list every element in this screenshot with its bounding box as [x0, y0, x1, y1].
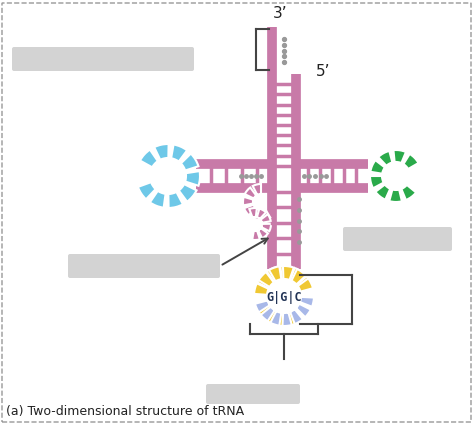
- Wedge shape: [267, 267, 280, 282]
- Wedge shape: [257, 209, 266, 219]
- Wedge shape: [254, 283, 269, 295]
- Wedge shape: [403, 154, 419, 169]
- Wedge shape: [154, 144, 169, 160]
- Wedge shape: [283, 266, 294, 280]
- Wedge shape: [290, 268, 304, 283]
- Wedge shape: [138, 182, 155, 199]
- Wedge shape: [270, 311, 282, 326]
- Wedge shape: [283, 312, 292, 326]
- FancyBboxPatch shape: [343, 227, 452, 251]
- Wedge shape: [243, 197, 253, 205]
- Wedge shape: [261, 307, 275, 321]
- Wedge shape: [257, 274, 273, 288]
- Text: 3’: 3’: [273, 6, 287, 21]
- Wedge shape: [262, 209, 270, 220]
- Wedge shape: [292, 269, 306, 285]
- Wedge shape: [253, 184, 261, 195]
- Text: 5’: 5’: [316, 64, 330, 80]
- Wedge shape: [370, 160, 385, 174]
- Wedge shape: [258, 228, 268, 238]
- Wedge shape: [249, 208, 257, 218]
- Wedge shape: [288, 310, 301, 325]
- Wedge shape: [378, 151, 392, 166]
- Wedge shape: [181, 153, 199, 170]
- Wedge shape: [255, 300, 270, 312]
- FancyBboxPatch shape: [206, 384, 300, 404]
- Wedge shape: [277, 312, 288, 326]
- Wedge shape: [179, 184, 197, 202]
- Wedge shape: [261, 224, 271, 231]
- Wedge shape: [171, 145, 187, 162]
- Text: G|G|C: G|G|C: [266, 292, 302, 304]
- Wedge shape: [290, 309, 303, 324]
- Wedge shape: [296, 304, 311, 317]
- Wedge shape: [264, 309, 278, 324]
- Wedge shape: [295, 304, 311, 318]
- Wedge shape: [252, 231, 260, 240]
- Wedge shape: [245, 187, 256, 198]
- Wedge shape: [150, 191, 165, 208]
- Wedge shape: [185, 171, 200, 186]
- Wedge shape: [298, 279, 313, 292]
- Wedge shape: [280, 266, 291, 279]
- Wedge shape: [375, 184, 390, 200]
- Wedge shape: [389, 190, 402, 202]
- Wedge shape: [140, 150, 158, 167]
- Wedge shape: [269, 266, 282, 281]
- Text: (a) Two-dimensional structure of tRNA: (a) Two-dimensional structure of tRNA: [6, 405, 244, 418]
- Wedge shape: [401, 185, 416, 200]
- Wedge shape: [168, 192, 183, 208]
- Wedge shape: [251, 209, 260, 220]
- FancyBboxPatch shape: [68, 254, 220, 278]
- Wedge shape: [258, 272, 274, 287]
- Wedge shape: [297, 276, 312, 290]
- Wedge shape: [370, 176, 383, 188]
- Wedge shape: [256, 302, 271, 316]
- Wedge shape: [244, 205, 255, 215]
- FancyBboxPatch shape: [12, 47, 194, 71]
- Wedge shape: [393, 150, 406, 163]
- Wedge shape: [300, 297, 314, 307]
- Wedge shape: [261, 214, 271, 223]
